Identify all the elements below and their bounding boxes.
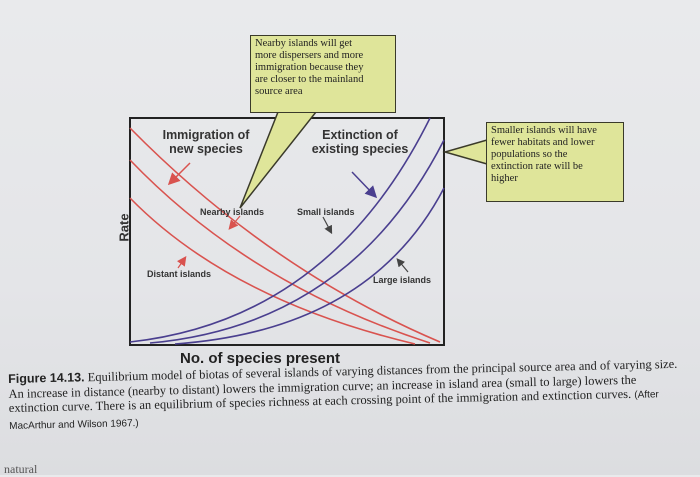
smaller-islands-note: Smaller islands will have fewer habitats… [486,122,624,202]
immigration-curve-mid [129,159,431,344]
nearby-islands-arrow [228,215,241,230]
extinction-label: Extinction of existing species [311,128,409,156]
immigration-curve-nearby [129,127,441,343]
figure-number: Figure 14.13. [8,370,85,386]
small-islands-label: Small islands [297,207,355,217]
immigration-label: Immigration of new species [162,128,250,156]
extinction-curve-small [129,117,431,343]
immigration-label-arrow [167,162,191,186]
x-axis-label: No. of species present [180,350,341,367]
nearby-islands-note: Nearby islands will get more dispersers … [250,35,396,113]
immigration-curve-distant [129,197,416,345]
large-islands-label: Large islands [373,275,432,285]
smaller-note-pointer [442,139,488,165]
distant-islands-label: Distant islands [147,269,212,279]
extinction-label-arrow [351,171,378,199]
large-islands-arrow [396,258,409,273]
extinction-curve-mid [149,139,445,344]
y-axis-label: Rate [116,213,132,242]
small-islands-arrow [322,216,333,235]
next-page-text: natural [4,462,38,476]
nearby-islands-label: Nearby islands [200,207,265,217]
extinction-curve-large [174,187,445,345]
nearby-note-pointer [239,111,318,209]
distant-islands-arrow [176,256,187,269]
